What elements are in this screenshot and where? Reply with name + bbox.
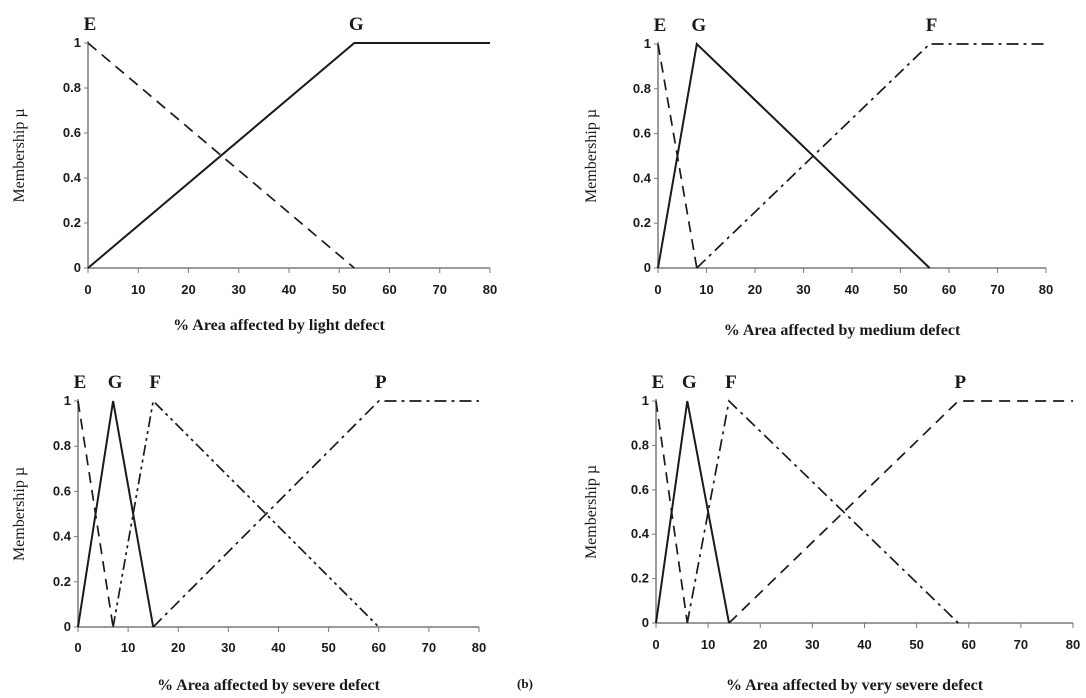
y-tick-label: 0.4 bbox=[53, 529, 72, 544]
y-tick-label: 0 bbox=[644, 260, 651, 275]
x-tick-label: 70 bbox=[422, 640, 436, 655]
x-tick-label: 10 bbox=[131, 282, 145, 297]
x-tick-label: 60 bbox=[372, 640, 386, 655]
series-line-g bbox=[87, 42, 490, 269]
x-tick-label: 20 bbox=[748, 282, 762, 297]
curve-label-g: G bbox=[682, 372, 697, 393]
x-tick-label: 50 bbox=[321, 640, 335, 655]
y-axis-label: Membership µ bbox=[11, 467, 28, 561]
curve-label-g: G bbox=[108, 372, 123, 393]
x-tick-label: 40 bbox=[845, 282, 859, 297]
x-tick-label: 80 bbox=[1039, 282, 1053, 297]
chart-4: 0 10 20 30 40 50 60 70 80 0 0.2 0.4 0.6 0.8 1 % Area af… bbox=[583, 372, 1080, 694]
x-tick-label: 10 bbox=[699, 282, 713, 297]
chart-2: 0 10 20 30 40 50 60 70 80 0 0.2 0.4 0.6 0.8 1 % Area af… bbox=[583, 15, 1053, 339]
y-tick-label: 0.4 bbox=[63, 170, 82, 185]
curve-label-f: F bbox=[149, 372, 161, 393]
x-tick-label: 30 bbox=[796, 282, 810, 297]
y-tick-label: 1 bbox=[642, 393, 649, 408]
x-tick-label: 40 bbox=[271, 640, 285, 655]
x-tick-label: 60 bbox=[382, 282, 396, 297]
x-axis-label: % Area affected by light defect bbox=[173, 317, 385, 334]
x-tick-label: 80 bbox=[483, 282, 497, 297]
y-tick-label: 0.2 bbox=[631, 571, 649, 586]
x-tick-label: 10 bbox=[121, 640, 135, 655]
series-line-g bbox=[657, 41, 931, 269]
x-tick-label: 80 bbox=[1066, 637, 1080, 652]
y-tick-label: 1 bbox=[64, 393, 71, 408]
y-tick-label: 0.6 bbox=[53, 483, 71, 498]
curve-label-g: G bbox=[349, 14, 364, 35]
x-tick-label: 0 bbox=[654, 282, 661, 297]
curve-label-f: F bbox=[926, 15, 938, 36]
y-tick-label: 0.8 bbox=[63, 80, 81, 95]
x-tick-label: 0 bbox=[74, 640, 81, 655]
curve-label-e: E bbox=[74, 372, 87, 393]
y-tick-label: 0 bbox=[74, 260, 81, 275]
panel-tag: (b) bbox=[517, 676, 533, 691]
y-axis-label: Membership µ bbox=[11, 108, 28, 202]
y-tick-label: 0.6 bbox=[633, 126, 651, 141]
x-axis-label: % Area affected by medium defect bbox=[724, 322, 961, 339]
y-tick-label: 0.2 bbox=[63, 215, 81, 230]
x-tick-label: 0 bbox=[84, 282, 91, 297]
curve-label-p: P bbox=[375, 372, 387, 393]
y-tick-label: 0 bbox=[64, 619, 71, 634]
x-tick-label: 30 bbox=[805, 637, 819, 652]
x-tick-label: 40 bbox=[282, 282, 296, 297]
x-tick-label: 80 bbox=[472, 640, 486, 655]
series-line-f bbox=[696, 43, 1046, 269]
y-tick-label: 0 bbox=[642, 615, 649, 630]
x-tick-label: 60 bbox=[942, 282, 956, 297]
y-tick-label: 1 bbox=[644, 36, 651, 51]
curve-label-e: E bbox=[654, 15, 667, 36]
series-line-f bbox=[686, 399, 959, 624]
x-tick-label: 70 bbox=[990, 282, 1004, 297]
x-tick-label: 10 bbox=[701, 637, 715, 652]
x-tick-label: 70 bbox=[1014, 637, 1028, 652]
series-line-p bbox=[728, 400, 1073, 624]
x-tick-label: 0 bbox=[652, 637, 659, 652]
curve-label-f: F bbox=[725, 372, 737, 393]
x-tick-label: 70 bbox=[433, 282, 447, 297]
curve-label-p: P bbox=[955, 372, 967, 393]
y-tick-label: 0.4 bbox=[631, 526, 650, 541]
y-tick-label: 0.2 bbox=[633, 215, 651, 230]
x-tick-label: 20 bbox=[181, 282, 195, 297]
chart-3: 0 10 20 30 40 50 60 70 80 0 0.2 0.4 0.6 0.8 1 % Area af… bbox=[11, 372, 486, 694]
curve-label-e: E bbox=[652, 372, 665, 393]
y-tick-label: 0.6 bbox=[631, 482, 649, 497]
x-tick-label: 20 bbox=[171, 640, 185, 655]
x-tick-label: 40 bbox=[857, 637, 871, 652]
y-tick-label: 0.8 bbox=[633, 81, 651, 96]
x-tick-label: 30 bbox=[221, 640, 235, 655]
series-line-p bbox=[152, 400, 479, 628]
y-axis-label: Membership µ bbox=[583, 465, 600, 559]
series-line-f bbox=[112, 399, 380, 628]
x-tick-label: 50 bbox=[332, 282, 346, 297]
y-tick-label: 0.4 bbox=[633, 170, 652, 185]
x-tick-label: 20 bbox=[753, 637, 767, 652]
curve-label-e: E bbox=[84, 14, 97, 35]
chart-1: 0 10 20 30 40 50 60 70 80 0 0.2 0.4 0.6 0.8 1 % Area af… bbox=[11, 14, 497, 334]
x-tick-label: 30 bbox=[232, 282, 246, 297]
x-axis-label: % Area affected by severe defect bbox=[157, 677, 381, 694]
series-line-g bbox=[655, 400, 730, 624]
x-tick-label: 50 bbox=[909, 637, 923, 652]
y-tick-label: 0.8 bbox=[53, 438, 71, 453]
x-axis-label: % Area affected by very severe defect bbox=[726, 677, 984, 694]
series-line-g bbox=[77, 400, 155, 628]
y-axis-label: Membership µ bbox=[583, 109, 600, 203]
y-tick-label: 1 bbox=[74, 35, 81, 50]
y-tick-label: 0.6 bbox=[63, 125, 81, 140]
curve-label-g: G bbox=[691, 15, 706, 36]
y-tick-label: 0.2 bbox=[53, 574, 71, 589]
series-line-e bbox=[87, 42, 355, 269]
x-tick-label: 50 bbox=[893, 282, 907, 297]
x-tick-label: 60 bbox=[962, 637, 976, 652]
y-tick-label: 0.8 bbox=[631, 437, 649, 452]
